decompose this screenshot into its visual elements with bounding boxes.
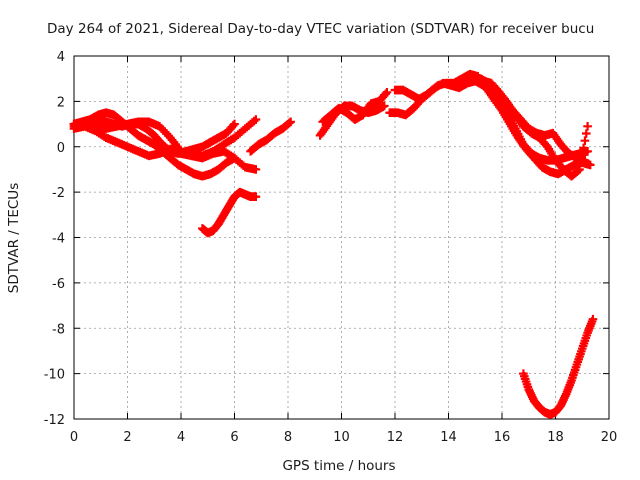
series-track-e bbox=[198, 187, 261, 238]
data-point bbox=[575, 165, 584, 174]
series-track-j bbox=[390, 76, 592, 165]
y-tick-label: -8 bbox=[52, 322, 65, 337]
data-point bbox=[580, 136, 590, 145]
data-point bbox=[576, 157, 586, 167]
x-tick-label: 20 bbox=[601, 430, 618, 445]
chart-title: Day 264 of 2021, Sidereal Day-to-day VTE… bbox=[47, 21, 594, 37]
data-point bbox=[585, 160, 595, 170]
data-point bbox=[579, 143, 588, 153]
y-tick-label: -10 bbox=[44, 368, 65, 383]
y-tick-label: -4 bbox=[52, 232, 65, 247]
x-tick-label: 14 bbox=[440, 430, 457, 445]
data-point bbox=[382, 88, 392, 97]
series-track-h bbox=[318, 88, 392, 127]
series-track-l bbox=[478, 76, 592, 181]
y-axis-label: SDTVAR / TECUs bbox=[6, 183, 22, 293]
data-point bbox=[251, 115, 261, 124]
data-point bbox=[251, 165, 261, 174]
y-tick-label: 0 bbox=[57, 141, 65, 156]
data-point bbox=[251, 192, 261, 201]
x-tick-label: 16 bbox=[494, 430, 511, 445]
data-point bbox=[588, 314, 598, 324]
x-axis-label: GPS time / hours bbox=[282, 458, 395, 474]
series-track-f bbox=[246, 117, 295, 156]
grid bbox=[74, 56, 609, 419]
x-tick-label: 6 bbox=[230, 430, 238, 445]
series-track-d bbox=[69, 115, 261, 161]
data-point bbox=[230, 119, 239, 129]
data-point bbox=[581, 129, 591, 138]
y-tick-label: -12 bbox=[44, 413, 65, 428]
x-tick-label: 10 bbox=[333, 430, 350, 445]
x-tick-label: 18 bbox=[547, 430, 564, 445]
data-point bbox=[380, 101, 389, 111]
x-tick-label: 4 bbox=[177, 430, 185, 445]
y-tick-label: 2 bbox=[57, 95, 65, 110]
x-tick-label: 12 bbox=[387, 430, 404, 445]
series-track-m bbox=[519, 314, 598, 419]
data-series bbox=[69, 69, 598, 419]
y-tick-label: -6 bbox=[52, 277, 65, 292]
y-tick-label: -2 bbox=[52, 186, 65, 201]
x-tick-label: 8 bbox=[284, 430, 292, 445]
data-point bbox=[577, 150, 587, 160]
y-tick-label: 4 bbox=[57, 50, 65, 65]
data-point bbox=[286, 117, 295, 127]
data-point bbox=[583, 146, 592, 156]
x-tick-label: 0 bbox=[70, 430, 78, 445]
x-tick-label: 2 bbox=[123, 430, 131, 445]
data-point bbox=[583, 122, 592, 131]
